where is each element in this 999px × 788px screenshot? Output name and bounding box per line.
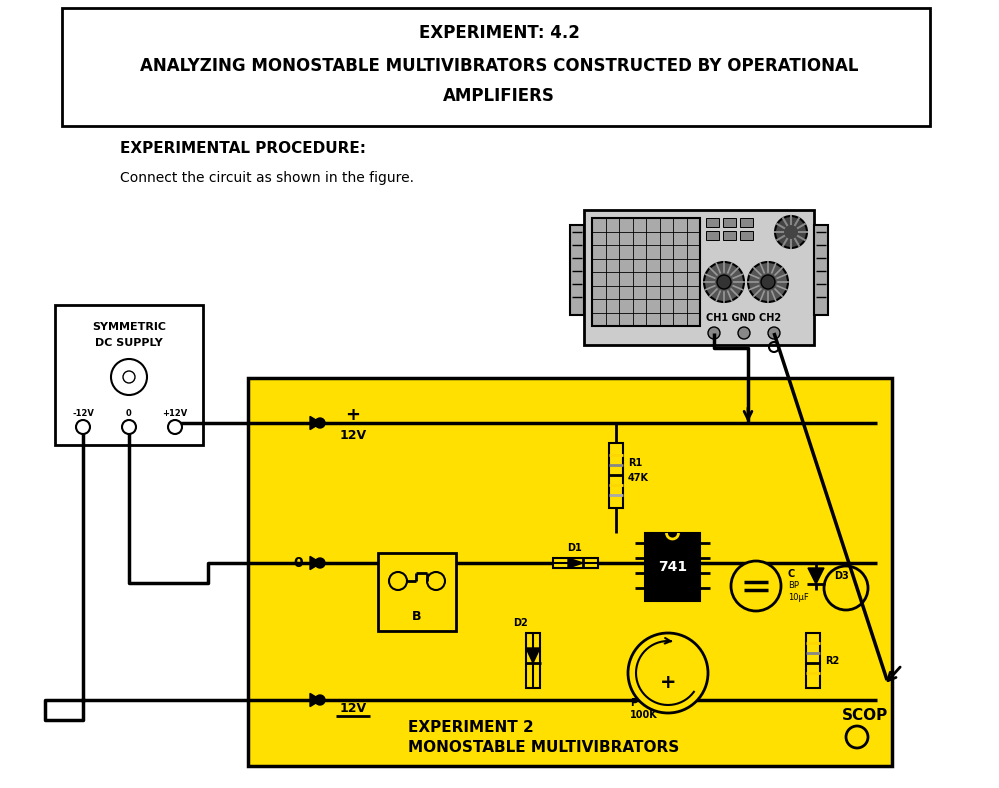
Polygon shape [568,558,583,568]
Circle shape [824,566,868,610]
Bar [645,533,700,601]
Polygon shape [310,693,321,707]
Circle shape [315,695,325,705]
Circle shape [122,420,136,434]
Polygon shape [526,648,540,663]
Bar [248,378,892,766]
Bar [740,231,753,240]
Bar [553,558,598,568]
Circle shape [846,726,868,748]
Bar [592,218,700,326]
Bar [723,218,736,227]
Polygon shape [808,568,824,584]
Text: R2: R2 [825,656,839,666]
Text: 0: 0 [293,556,303,570]
Text: +: + [346,406,361,424]
Bar [55,305,203,445]
Text: DC SUPPLY: DC SUPPLY [95,338,163,348]
Circle shape [768,327,780,339]
Bar [526,633,540,688]
Text: ANALYZING MONOSTABLE MULTIVIBRATORS CONSTRUCTED BY OPERATIONAL: ANALYZING MONOSTABLE MULTIVIBRATORS CONS… [140,57,858,75]
Circle shape [731,561,781,611]
Text: CH1 GND CH2: CH1 GND CH2 [706,313,781,323]
Circle shape [315,418,325,428]
Text: BP: BP [788,582,799,590]
Text: SCOP: SCOP [842,708,888,723]
Circle shape [704,262,744,302]
Text: 10μF: 10μF [788,593,809,603]
Bar [62,8,930,126]
Text: Connect the circuit as shown in the figure.: Connect the circuit as shown in the figu… [120,171,414,185]
Polygon shape [310,556,321,570]
Text: R1: R1 [628,458,642,468]
Bar [806,633,820,688]
Text: MONOSTABLE MULTIVIBRATORS: MONOSTABLE MULTIVIBRATORS [408,741,679,756]
Text: C: C [788,569,795,579]
Text: EXPERIMENTAL PROCEDURE:: EXPERIMENTAL PROCEDURE: [120,140,366,155]
Circle shape [761,275,775,289]
Circle shape [628,633,708,713]
Text: 47K: 47K [628,473,649,483]
Text: +12V: +12V [163,408,188,418]
Circle shape [748,262,788,302]
Text: 100K: 100K [630,710,657,720]
Text: 12V: 12V [340,429,367,441]
Circle shape [738,327,750,339]
Text: D3: D3 [834,571,849,581]
Bar [378,553,456,631]
Circle shape [168,420,182,434]
Circle shape [111,359,147,395]
Text: P: P [630,698,637,708]
Bar [706,231,719,240]
Circle shape [775,216,807,248]
Text: -12V: -12V [72,408,94,418]
Bar [584,210,814,345]
Text: SYMMETRIC: SYMMETRIC [92,322,166,332]
Bar [814,225,828,315]
Text: D1: D1 [567,543,582,553]
Bar [570,225,584,315]
Polygon shape [310,416,321,429]
Text: 741: 741 [658,560,687,574]
Text: D2: D2 [513,618,527,628]
Text: 12V: 12V [340,701,367,715]
Text: EXPERIMENT 2: EXPERIMENT 2 [408,720,533,735]
Bar [609,443,623,508]
Text: 0: 0 [126,408,132,418]
Circle shape [76,420,90,434]
Bar [723,231,736,240]
Text: EXPERIMENT: 4.2: EXPERIMENT: 4.2 [419,24,579,42]
Bar [740,218,753,227]
Text: AMPLIFIERS: AMPLIFIERS [444,87,554,105]
Circle shape [708,327,720,339]
Circle shape [315,558,325,568]
Bar [706,218,719,227]
Circle shape [717,275,731,289]
Text: B: B [413,611,422,623]
Text: +: + [659,674,676,693]
